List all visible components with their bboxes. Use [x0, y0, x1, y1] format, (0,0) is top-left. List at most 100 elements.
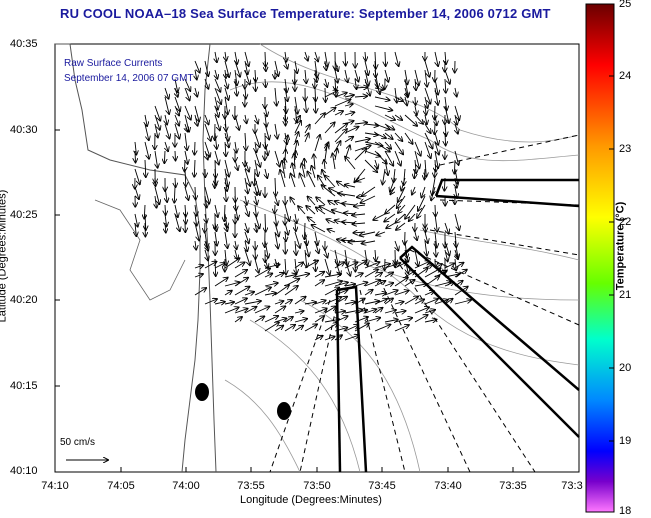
current-vector [264, 293, 276, 295]
current-vector [174, 114, 179, 126]
current-vector [404, 271, 415, 278]
current-vector [225, 96, 228, 114]
current-vector [315, 231, 318, 245]
current-vector [285, 78, 287, 92]
current-vector [425, 105, 426, 115]
current-vector [424, 87, 430, 104]
current-vector [225, 222, 227, 231]
current-vector [424, 168, 425, 179]
current-vector [345, 157, 356, 170]
current-vector [374, 132, 386, 138]
current-vector [384, 283, 393, 286]
current-vector [184, 78, 190, 91]
current-vector [225, 141, 226, 156]
current-vector [265, 105, 267, 116]
current-vector [395, 87, 397, 103]
current-vector [265, 60, 266, 71]
current-vector [434, 78, 438, 95]
current-vector [338, 193, 356, 196]
current-vector [254, 213, 260, 228]
current-vector [414, 249, 418, 266]
current-vector [335, 69, 338, 83]
current-vector [394, 291, 409, 296]
current-vector [325, 145, 327, 161]
current-vector [334, 282, 348, 287]
current-vector [424, 291, 434, 296]
current-vector [294, 274, 309, 278]
current-vector [405, 69, 408, 84]
current-vector [314, 300, 326, 305]
current-vector [454, 270, 467, 278]
current-vector [215, 51, 217, 62]
current-vector [414, 268, 428, 278]
current-vector [305, 231, 307, 245]
current-vector [414, 284, 427, 286]
current-vector [454, 150, 459, 165]
current-vector [184, 186, 189, 200]
current-vector [135, 213, 138, 227]
current-vector [314, 336, 323, 341]
current-vector [364, 60, 368, 75]
current-vector [294, 262, 303, 269]
current-vector [435, 213, 437, 232]
current-vector [354, 299, 365, 305]
current-vector [385, 51, 386, 66]
current-vector [384, 132, 393, 139]
current-vector [265, 258, 268, 268]
current-vector [425, 222, 426, 232]
colorbar-tick-label: 23 [619, 143, 632, 155]
current-vector [374, 281, 385, 287]
current-vector [445, 249, 448, 261]
current-vector [396, 222, 406, 230]
current-vector [234, 114, 239, 130]
current-vector [394, 277, 408, 287]
current-vector [274, 222, 279, 236]
current-vector [354, 149, 366, 161]
current-vector [165, 204, 166, 215]
current-vector [255, 222, 257, 232]
current-vector [325, 78, 327, 87]
current-vector [295, 96, 298, 114]
current-vector [454, 300, 471, 305]
current-vector [354, 87, 368, 88]
current-vector [445, 123, 446, 136]
current-vector [315, 51, 318, 61]
current-vector [434, 300, 448, 305]
current-vector [204, 186, 209, 204]
current-vector [421, 186, 426, 198]
current-vector [185, 123, 188, 132]
colorbar-label: Temperature (°C) [614, 201, 627, 291]
y-tick-label: 40:25 [10, 209, 38, 221]
current-vector [234, 309, 248, 314]
current-vector [375, 249, 376, 261]
current-vector [204, 123, 211, 141]
current-vector [414, 299, 424, 305]
current-vector [275, 177, 276, 196]
current-vector [334, 100, 350, 107]
current-vector [194, 222, 199, 240]
current-vector [394, 262, 407, 269]
current-vector [205, 114, 209, 124]
current-vector [316, 207, 326, 215]
current-vector [234, 270, 247, 278]
current-vector [384, 290, 398, 296]
current-vector [254, 177, 260, 195]
current-vector [185, 132, 187, 150]
current-vector [274, 301, 284, 304]
current-vector [384, 272, 393, 278]
current-vector [374, 150, 387, 164]
current-vector [415, 96, 416, 105]
current-vector [225, 231, 228, 248]
inset-line-1: Raw Surface Currents [64, 58, 163, 69]
current-vector [374, 293, 386, 295]
current-vector [144, 123, 149, 140]
current-vector [235, 141, 237, 153]
current-vector [205, 150, 208, 160]
current-vector [434, 282, 451, 287]
current-vector [254, 168, 255, 186]
current-vector [195, 69, 197, 80]
current-vector [165, 114, 167, 125]
current-vector [334, 335, 342, 341]
current-vector [405, 87, 408, 97]
